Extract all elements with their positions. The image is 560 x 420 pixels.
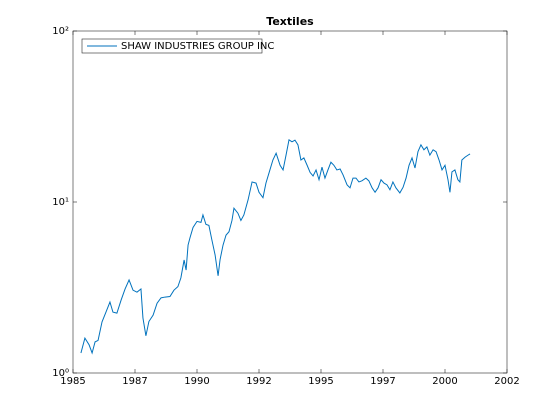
y-tick-label: 10⁰ (52, 368, 69, 379)
x-tick-label: 1990 (184, 376, 209, 387)
legend-box (81, 38, 263, 54)
x-tick-label: 1987 (122, 376, 147, 387)
x-tick-label: 1992 (246, 376, 271, 387)
x-tick-label: 1985 (60, 376, 85, 387)
x-tick-label: 1995 (308, 376, 333, 387)
x-tick-label: 2002 (494, 376, 519, 387)
series-line (80, 138, 471, 355)
y-tick-label: 10² (52, 26, 69, 37)
chart-title: Textiles (266, 15, 314, 28)
x-tick-label: 1997 (370, 376, 395, 387)
x-tick-label: 2000 (432, 376, 457, 387)
legend-label: SHAW INDUSTRIES GROUP INC (121, 41, 274, 52)
y-tick-label: 10¹ (52, 197, 69, 208)
